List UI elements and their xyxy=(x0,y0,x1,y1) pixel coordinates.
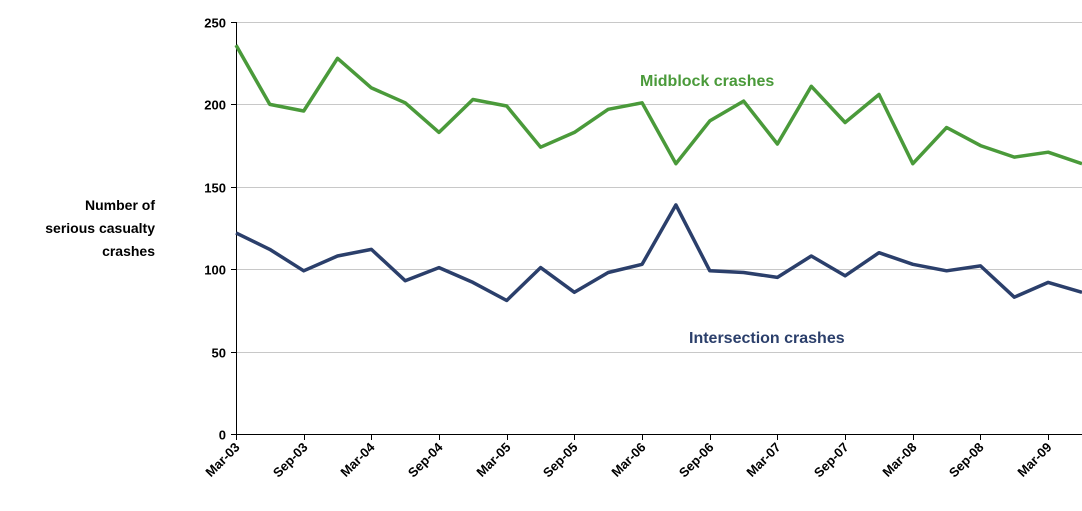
x-tick-label: Sep-04 xyxy=(405,439,446,480)
x-tick-label: Mar-06 xyxy=(608,440,648,480)
axes xyxy=(231,22,1082,440)
x-tick-label: Sep-03 xyxy=(270,440,311,481)
x-tick-label: Sep-07 xyxy=(811,440,852,481)
x-tick-label: Mar-05 xyxy=(473,440,513,480)
series-lines xyxy=(234,44,1082,303)
x-tick-label: Mar-08 xyxy=(879,440,919,480)
y-tick-label: 200 xyxy=(204,98,226,113)
y-tick-label: 250 xyxy=(204,16,226,31)
gridlines xyxy=(236,22,1082,353)
labels: 0 50 100 150 200 250 Mar-03 Sep-03 Mar-04 Sep-04 M… xyxy=(45,16,1054,481)
series-label-intersection: Intersection crashes xyxy=(689,330,845,347)
y-axis-title-line: serious casualty xyxy=(45,220,155,236)
x-tick-label: Mar-04 xyxy=(337,439,378,480)
y-axis-title-line: Number of xyxy=(85,197,155,213)
series-line-intersection xyxy=(235,203,1082,303)
x-tick-label: Mar-03 xyxy=(202,440,242,480)
y-tick-label: 0 xyxy=(219,428,226,443)
x-tick-label: Mar-07 xyxy=(743,440,783,480)
x-tick-label: Mar-09 xyxy=(1014,440,1054,480)
x-tick-label: Sep-06 xyxy=(676,440,717,481)
y-tick-label: 50 xyxy=(212,346,226,361)
y-tick-label: 100 xyxy=(204,263,226,278)
series-line-midblock xyxy=(234,44,1082,166)
series-label-midblock: Midblock crashes xyxy=(640,73,774,90)
y-axis-title-line: crashes xyxy=(102,243,155,259)
y-tick-label: 150 xyxy=(204,181,226,196)
x-tick-label: Sep-05 xyxy=(540,440,581,481)
x-tick-label: Sep-08 xyxy=(946,440,987,481)
